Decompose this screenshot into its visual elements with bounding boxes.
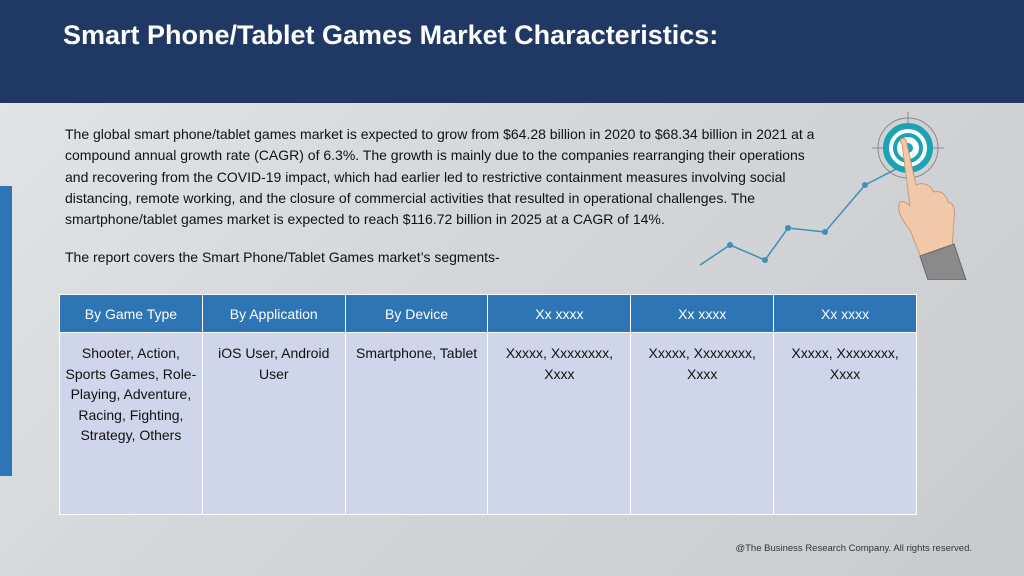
growth-line-icon: [699, 163, 905, 266]
header-cell: Xx xxxx: [630, 294, 775, 333]
table-cell: iOS User, Android User: [201, 332, 346, 515]
table-cell: Xxxxx, Xxxxxxxx, Xxxx: [773, 332, 917, 515]
table-row: Shooter, Action, Sports Games, Role-Play…: [59, 332, 917, 515]
table-cell: Xxxxx, Xxxxxxxx, Xxxx: [630, 332, 775, 515]
page-title: Smart Phone/Tablet Games Market Characte…: [63, 20, 719, 50]
growth-illustration: [699, 112, 967, 280]
copyright-footer: @The Business Research Company. All righ…: [735, 543, 972, 554]
title-bar: [0, 0, 1024, 103]
market-description: The global smart phone/tablet games mark…: [65, 126, 815, 228]
table-cell: Shooter, Action, Sports Games, Role-Play…: [59, 332, 203, 515]
table-cell: Xxxxx, Xxxxxxxx, Xxxx: [487, 332, 632, 515]
table-header-row: By Game Type By Application By Device Xx…: [59, 294, 917, 333]
header-cell: Xx xxxx: [487, 294, 632, 333]
header-cell: By Game Type: [59, 294, 203, 333]
header-cell: By Device: [344, 294, 489, 333]
header-cell: Xx xxxx: [773, 294, 917, 333]
pointing-hand-icon: [898, 137, 967, 280]
header-cell: By Application: [201, 294, 346, 333]
segments-table: By Game Type By Application By Device Xx…: [59, 294, 917, 515]
segments-intro: The report covers the Smart Phone/Tablet…: [65, 249, 500, 265]
table-cell: Smartphone, Tablet: [344, 332, 489, 515]
left-accent-bar: [0, 186, 12, 476]
